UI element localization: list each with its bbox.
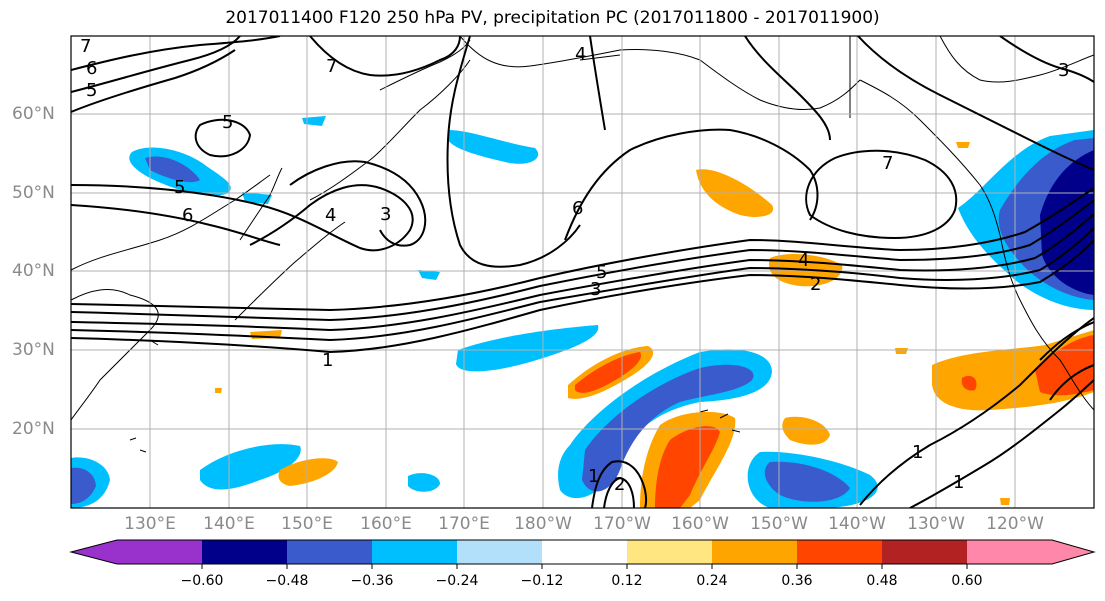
colorbar-tick-label: −0.12 [520,573,564,589]
contour-label: 6 [86,58,97,79]
contour-label: 3 [590,279,601,300]
colorbar-tick-label: 0.60 [951,573,983,589]
lat-label: 60°N [12,104,55,124]
lon-label: 160°E [360,514,412,534]
colorbar-swatch [542,540,627,564]
lat-label: 50°N [12,183,55,203]
map-title: 2017011400 F120 250 hPa PV, precipitatio… [225,8,880,28]
contour-label: 7 [882,153,893,174]
colorbar-swatch [967,540,1052,564]
colorbar-extend-low [71,540,117,564]
colorbar-tick-label: 0.48 [866,573,898,589]
pv-contours [71,36,1094,508]
contour-label: 5 [174,177,185,198]
contour-label: 1 [953,472,964,493]
colorbar-extend-high [1052,540,1094,564]
contour-label: 3 [380,204,391,225]
colorbar-swatch [372,540,457,564]
lon-label: 120°W [986,514,1044,534]
lon-label: 160°W [671,514,729,534]
contour-label: 5 [596,262,607,283]
contour-label: 4 [798,250,809,271]
lon-label: 170°W [593,514,651,534]
colorbar-swatch [457,540,542,564]
lon-label: 150°W [750,514,808,534]
colorbar-tick-label: 0.12 [611,573,643,589]
map-frame [70,35,1095,509]
contour-label: 1 [912,442,923,463]
colorbar-tick-label: −0.36 [350,573,394,589]
colorbar-tick-label: −0.24 [435,573,479,589]
lon-label: 150°E [281,514,333,534]
colorbar-swatch [202,540,287,564]
colorbar-swatch [882,540,967,564]
contour-label: 5 [86,80,97,101]
colorbar-tick-label: 0.36 [781,573,813,589]
contour-label: 5 [222,112,233,133]
colorbar-swatch [287,540,372,564]
lon-label: 140°E [203,514,255,534]
lon-label: 170°E [438,514,490,534]
contour-label: 7 [326,56,337,77]
colorbar-swatch [117,540,202,564]
lat-label: 30°N [12,340,55,360]
contour-label: 3 [1058,60,1069,81]
gridlines [71,36,1094,508]
contour-label: 1 [588,466,599,487]
colorbar [69,539,1096,569]
colorbar-swatch [712,540,797,564]
colorbar-swatch [797,540,882,564]
colorbar-swatch [627,540,712,564]
contour-label: 7 [80,36,91,57]
colorbar-tick-label: −0.60 [180,573,224,589]
lon-label: 140°W [828,514,886,534]
contour-labels: 7 6 5 5 6 4 3 7 6 5 4 3 2 1 5 4 7 3 1 1 … [80,36,1069,495]
lon-label: 180°W [514,514,572,534]
contour-label: 6 [182,205,193,226]
contour-label: 2 [810,274,821,295]
lon-label: 130°W [907,514,965,534]
lat-label: 20°N [12,419,55,439]
lon-label: 130°E [124,514,176,534]
contour-label: 6 [572,198,583,219]
lat-label: 40°N [12,261,55,281]
contour-label: 2 [614,474,625,495]
colorbar-tick-label: 0.24 [696,573,728,589]
contour-label: 4 [325,205,336,226]
colorbar-tick-label: −0.48 [265,573,309,589]
contour-label: 4 [575,44,586,65]
coastlines [71,36,1094,453]
contour-label: 1 [322,350,333,371]
